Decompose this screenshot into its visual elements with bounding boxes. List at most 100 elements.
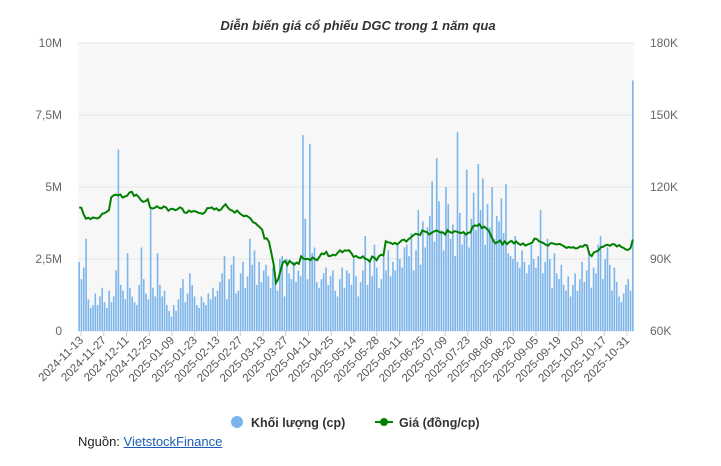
volume-bar <box>283 296 286 331</box>
volume-bar <box>396 244 399 331</box>
volume-bar <box>295 282 297 331</box>
volume-bar <box>445 187 447 331</box>
volume-bar <box>382 256 385 331</box>
volume-bar <box>535 267 537 331</box>
volume-bar <box>228 279 230 331</box>
volume-bar <box>505 184 507 331</box>
volume-bar <box>613 267 616 331</box>
volume-bar <box>431 181 433 331</box>
source-note: Nguồn: VietstockFinance <box>78 434 222 449</box>
volume-bar <box>597 244 600 331</box>
volume-bar <box>622 293 625 331</box>
volume-bar <box>106 307 108 331</box>
volume-bar <box>569 296 572 331</box>
volume-bar <box>608 264 611 331</box>
volume-bar <box>152 287 154 331</box>
volume-bar <box>315 282 318 331</box>
volume-bar <box>424 247 427 331</box>
volume-bar <box>525 273 528 331</box>
volume-bar <box>131 296 134 331</box>
volume-bar <box>140 247 143 331</box>
volume-bar <box>200 296 203 331</box>
volume-bar <box>332 270 334 331</box>
volume-bar <box>117 149 120 331</box>
volume-bar <box>122 290 124 331</box>
volume-bar <box>318 287 320 331</box>
volume-bar <box>281 256 283 331</box>
volume-bar <box>435 158 438 331</box>
volume-bars <box>78 80 634 331</box>
volume-bar <box>553 253 556 331</box>
volume-bar <box>232 256 235 331</box>
volume-bar <box>408 256 410 331</box>
volume-bar <box>412 270 415 331</box>
volume-bar <box>186 293 189 331</box>
volume-bar <box>166 305 168 331</box>
volume-bar <box>138 284 140 331</box>
volume-bar <box>313 247 316 331</box>
volume-bar <box>440 230 443 331</box>
legend-volume-marker[interactable] <box>231 416 243 428</box>
volume-bar <box>175 310 177 331</box>
legend-price-label[interactable]: Giá (đồng/cp) <box>399 416 480 430</box>
source-link[interactable]: VietstockFinance <box>123 434 223 449</box>
volume-bar <box>196 305 198 331</box>
volume-bar <box>311 253 313 331</box>
right-tick-label: 120K <box>650 180 678 194</box>
volume-bar <box>498 221 500 331</box>
volume-bar <box>518 267 521 331</box>
volume-bar <box>551 287 553 331</box>
volume-bar <box>297 270 300 331</box>
volume-bar <box>265 264 267 331</box>
volume-bar <box>442 250 445 331</box>
volume-bar <box>237 290 240 331</box>
volume-bar <box>523 261 526 331</box>
volume-bar <box>179 287 182 331</box>
volume-bar <box>502 233 505 331</box>
volume-bar <box>371 276 373 331</box>
volume-bar <box>235 293 237 331</box>
volume-bar <box>285 259 288 331</box>
legend-price-marker[interactable] <box>380 418 388 426</box>
volume-bar <box>590 287 593 331</box>
volume-bar <box>415 250 417 331</box>
volume-bar <box>507 253 510 331</box>
volume-bar <box>221 273 223 331</box>
volume-bar <box>484 244 486 331</box>
volume-bar <box>253 250 256 331</box>
volume-bar <box>161 296 164 331</box>
left-axis: 0 2,5M 5M 7,5M 10M <box>35 36 62 338</box>
volume-bar <box>309 143 311 331</box>
volume-bar <box>548 259 551 331</box>
volume-bar <box>198 307 200 331</box>
legend-volume-label[interactable]: Khối lượng (cp) <box>251 416 345 430</box>
right-tick-label: 150K <box>650 108 678 122</box>
volume-bar <box>325 267 327 331</box>
volume-bar <box>302 135 304 331</box>
volume-bar <box>172 305 175 331</box>
right-tick-label: 60K <box>650 324 671 338</box>
volume-bar <box>226 299 228 331</box>
volume-bar <box>209 299 212 331</box>
legend[interactable]: Khối lượng (cp) Giá (đồng/cp) <box>231 416 480 430</box>
volume-bar <box>269 287 272 331</box>
volume-bar <box>142 279 145 331</box>
volume-bar <box>288 273 290 331</box>
volume-bar <box>159 284 161 331</box>
volume-bar <box>272 267 274 331</box>
volume-bar <box>537 256 540 331</box>
volume-bar <box>163 290 166 331</box>
volume-bar <box>389 276 392 331</box>
volume-bar <box>189 273 191 331</box>
volume-bar <box>544 261 546 331</box>
volume-bar <box>378 287 380 331</box>
volume-bar <box>101 287 104 331</box>
right-tick-label: 180K <box>650 36 678 50</box>
volume-bar <box>459 212 461 331</box>
volume-bar <box>96 305 99 331</box>
volume-bar <box>602 279 604 331</box>
volume-bar <box>112 296 115 331</box>
volume-bar <box>182 279 184 331</box>
volume-bar <box>449 238 452 331</box>
volume-bar <box>588 250 590 331</box>
